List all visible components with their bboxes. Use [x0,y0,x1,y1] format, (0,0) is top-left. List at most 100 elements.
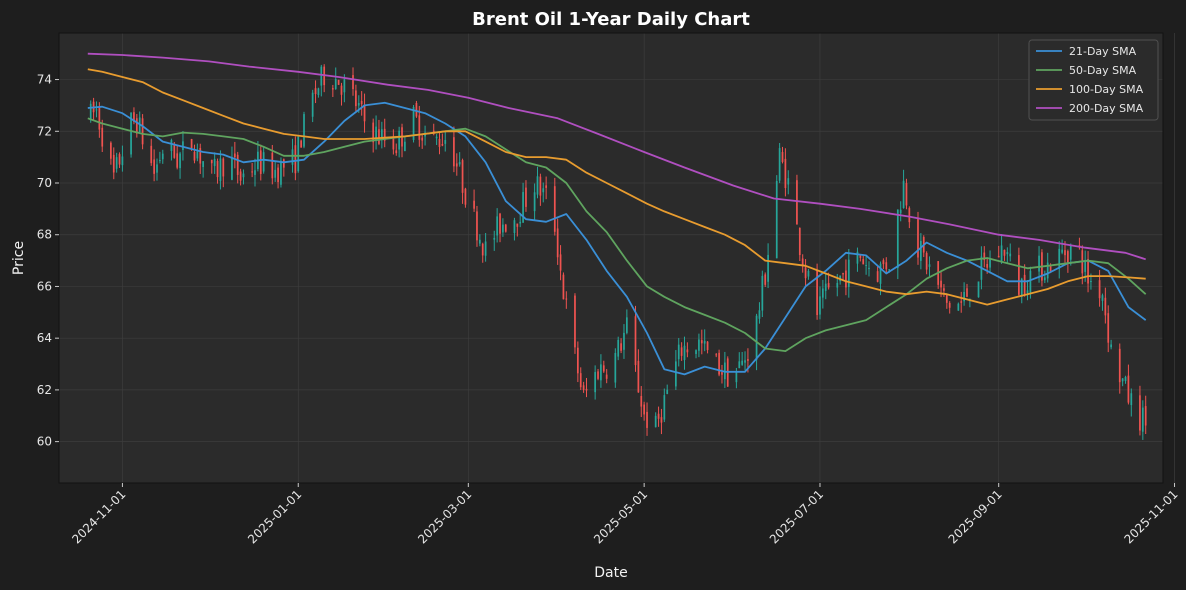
candle-body [395,150,398,154]
candle-body [625,317,628,333]
candle-body [476,211,478,241]
candle-body [1023,274,1026,294]
candle-body [493,237,496,240]
y-tick-label: 74 [37,73,52,87]
candle-body [153,159,155,174]
candle-body [1127,375,1130,403]
candle-body [1009,253,1012,257]
candle-body [796,180,798,225]
candle-body [435,136,438,139]
candle-body [1069,244,1072,260]
y-tick-label: 64 [37,331,52,345]
candle-body [657,413,660,419]
candle-body [522,192,524,223]
candle-body [1020,278,1023,297]
candle-body [444,139,447,144]
candle-body [680,347,683,356]
candle-body [311,92,314,117]
candle-body [242,173,245,178]
candle-body [1058,248,1061,269]
candle-body [496,216,499,236]
candle-body [262,152,265,172]
candle-body [983,252,986,261]
candle-body [173,143,176,158]
candle-body [294,145,297,174]
candle-body [902,180,905,209]
candle-body [767,254,769,282]
candle-body [614,352,617,383]
candle-body [464,188,467,205]
candle-body [236,154,239,175]
candle-body [1130,393,1133,406]
candle-body [478,239,481,244]
candle-body [620,343,622,351]
candle-body [375,126,377,141]
candle-body [576,347,579,374]
plot-area [59,33,1163,483]
candle-body [222,158,225,177]
candle-body [640,395,643,407]
y-tick-label: 60 [37,435,52,449]
candle-body [559,254,562,271]
candle-body [677,344,680,360]
candle-body [582,385,585,390]
candle-body [908,208,911,223]
candle-body [542,188,545,193]
candle-body [718,352,720,375]
candle-body [879,263,882,284]
candle-body [597,371,599,379]
candle-body [412,107,415,141]
candle-body [193,151,196,161]
candle-body [1064,250,1066,256]
candle-body [579,373,582,388]
candle-body [337,79,340,85]
candle-body [415,102,418,117]
candle-body [213,158,216,167]
candle-body [239,171,242,181]
candle-body [859,255,862,258]
candle-body [758,310,761,319]
candle-body [896,209,899,269]
candle-body [824,283,827,291]
candle-body [957,303,960,311]
candle-body [963,291,965,302]
candle-body [966,288,968,297]
candle-body [706,341,709,351]
candle-body [199,148,202,164]
candle-body [899,209,902,214]
candle-body [484,241,487,256]
candle-body [703,340,706,344]
candle-body [666,389,669,394]
candle-body [196,151,199,159]
candle-body [1139,395,1141,431]
candle-body [1107,313,1110,343]
candle-body [161,153,164,160]
candle-body [663,395,666,420]
legend-label: 21-Day SMA [1069,45,1137,58]
candle-body [533,192,536,212]
candle-body [461,160,464,193]
candle-body [868,267,870,270]
candle-body [355,90,357,107]
candle-body [1121,378,1124,382]
candle-body [735,371,738,383]
candle-body [539,176,542,196]
candle-body [536,176,539,195]
candle-body [755,315,758,360]
candle-body [378,129,380,144]
candle-body [738,361,741,369]
candle-body [1110,344,1112,348]
grid-layer [59,33,1175,483]
candle-body [643,404,646,415]
series-line-2 [87,117,1147,352]
candle-body [297,136,300,172]
candle-body [271,152,274,179]
candle-body [594,372,597,393]
candle-body [363,104,366,122]
candle-body [1038,255,1040,272]
candle-body [156,164,158,173]
candle-body [404,141,406,152]
candle-body [1000,245,1003,262]
candle-body [141,118,144,145]
